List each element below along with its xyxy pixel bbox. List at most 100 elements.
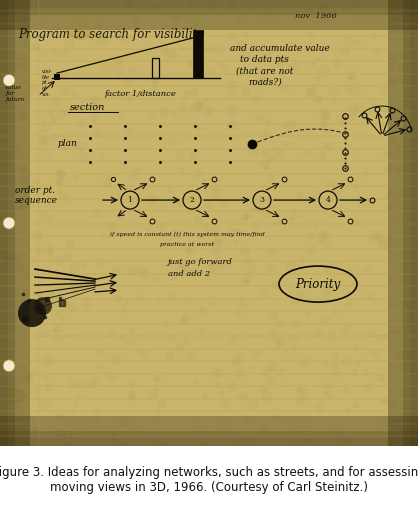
Point — [152, 392, 159, 400]
Point — [233, 238, 240, 247]
Bar — [0, 0, 30, 446]
Point — [302, 359, 308, 367]
Point — [116, 69, 123, 77]
Point — [228, 228, 235, 237]
Point — [42, 137, 49, 146]
Point — [240, 435, 246, 443]
Text: order pt.: order pt. — [15, 186, 55, 195]
Point — [41, 50, 47, 59]
Point — [287, 261, 294, 270]
Point — [142, 270, 148, 279]
Point — [262, 149, 268, 158]
Point — [122, 419, 129, 428]
Point — [229, 382, 236, 390]
Point — [55, 334, 62, 342]
Point — [342, 157, 348, 165]
Point — [333, 370, 339, 379]
Point — [229, 338, 235, 347]
Point — [135, 332, 141, 341]
Point — [323, 384, 330, 393]
Point — [48, 215, 54, 224]
Point — [380, 399, 386, 407]
Point — [17, 266, 24, 275]
Point — [195, 101, 201, 109]
Point — [268, 174, 275, 183]
Point — [56, 256, 63, 265]
Point — [182, 313, 189, 322]
Point — [245, 258, 252, 266]
Point — [151, 276, 158, 284]
Point — [392, 328, 399, 336]
Point — [88, 35, 94, 43]
Point — [129, 327, 135, 335]
Point — [201, 441, 208, 450]
Point — [382, 86, 388, 95]
Point — [55, 169, 62, 178]
Point — [215, 46, 222, 54]
Point — [324, 241, 331, 250]
Point — [45, 397, 51, 406]
Point — [114, 294, 121, 303]
Point — [413, 136, 418, 144]
Point — [406, 36, 413, 44]
Point — [283, 380, 290, 389]
Point — [353, 217, 359, 225]
Point — [9, 289, 15, 297]
Text: if speed is constant (t) this system may time/find: if speed is constant (t) this system may… — [110, 232, 265, 237]
Point — [374, 230, 381, 238]
Point — [205, 107, 212, 115]
Point — [407, 313, 414, 322]
Point — [269, 362, 276, 371]
Point — [15, 404, 22, 412]
Circle shape — [34, 297, 52, 315]
Point — [159, 399, 166, 408]
Point — [41, 403, 47, 412]
Point — [81, 153, 88, 162]
Point — [273, 280, 280, 289]
Point — [113, 61, 120, 69]
Point — [68, 331, 75, 340]
Point — [124, 298, 131, 307]
Point — [94, 40, 101, 48]
Point — [14, 396, 21, 404]
Point — [60, 315, 67, 323]
Point — [322, 233, 329, 241]
Circle shape — [3, 360, 15, 372]
Point — [219, 62, 226, 70]
Point — [122, 163, 129, 172]
Point — [332, 352, 339, 360]
Point — [236, 370, 242, 379]
Point — [2, 30, 8, 39]
Point — [59, 431, 65, 440]
Point — [123, 414, 130, 422]
Point — [366, 384, 373, 393]
Point — [129, 392, 136, 401]
Point — [41, 329, 48, 337]
Point — [370, 234, 377, 243]
Point — [53, 326, 60, 335]
Point — [157, 205, 163, 213]
Point — [319, 3, 326, 11]
Point — [221, 422, 227, 430]
Point — [388, 63, 395, 71]
Point — [189, 61, 195, 70]
Point — [203, 0, 210, 5]
Point — [403, 300, 410, 309]
Point — [371, 298, 378, 306]
Point — [48, 300, 55, 309]
Point — [166, 52, 172, 60]
Point — [263, 367, 270, 375]
Point — [260, 75, 267, 83]
Point — [49, 289, 56, 298]
Point — [71, 91, 77, 99]
Point — [97, 257, 104, 266]
Point — [388, 77, 395, 86]
Bar — [0, 0, 418, 8]
Point — [185, 246, 191, 254]
Point — [282, 140, 288, 148]
Point — [36, 12, 43, 21]
Point — [296, 192, 303, 200]
Bar — [193, 30, 203, 78]
Point — [31, 256, 38, 265]
Point — [180, 263, 186, 272]
